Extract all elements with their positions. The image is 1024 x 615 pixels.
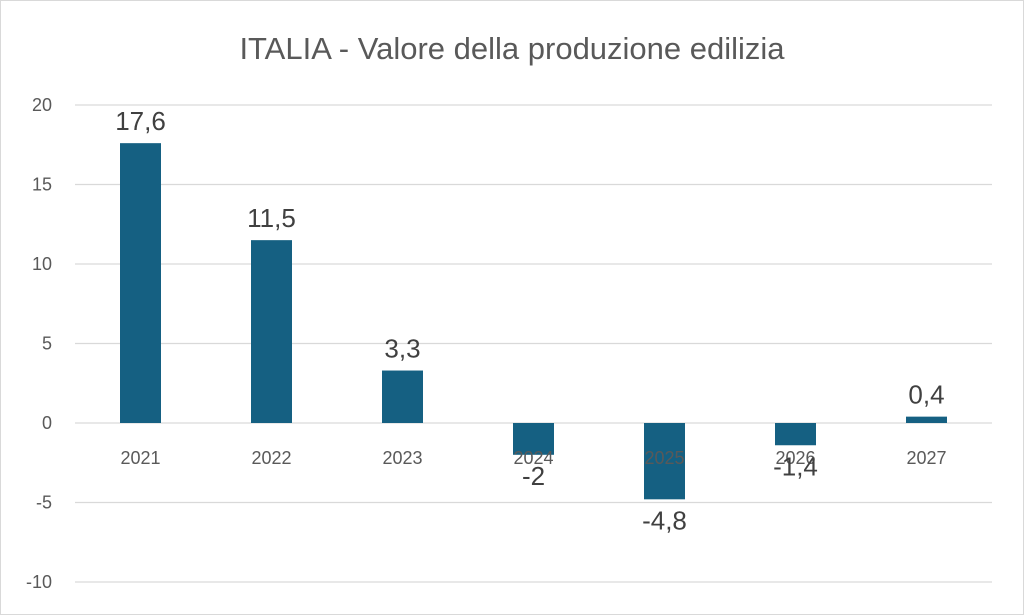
data-label: -1,4 — [773, 451, 818, 481]
bars — [120, 143, 947, 500]
y-tick-label: 20 — [32, 95, 52, 115]
x-tick-label: 2026 — [775, 448, 815, 468]
y-tick-label: 5 — [42, 334, 52, 354]
data-label: 17,6 — [115, 106, 166, 136]
bar-2025 — [644, 423, 685, 500]
y-tick-label: 0 — [42, 413, 52, 433]
x-tick-label: 2023 — [382, 448, 422, 468]
data-label: -2 — [522, 461, 545, 491]
y-tick-label: 10 — [32, 254, 52, 274]
x-tick-label: 2025 — [644, 448, 684, 468]
data-labels: 17,6 11,5 3,3 -2 -4,8 -1,4 0,4 — [115, 106, 944, 535]
chart-title: ITALIA - Valore della produzione edilizi… — [239, 31, 785, 66]
bar-2022 — [251, 240, 292, 423]
data-label: 3,3 — [384, 334, 420, 364]
y-tick-label: 15 — [32, 175, 52, 195]
x-axis-ticks: 2021 2022 2023 2024 2025 2026 2027 — [120, 448, 946, 468]
x-tick-label: 2024 — [513, 448, 553, 468]
data-label: 0,4 — [908, 380, 944, 410]
x-tick-label: 2022 — [251, 448, 291, 468]
data-label: -4,8 — [642, 505, 687, 535]
bar-2024 — [513, 423, 554, 455]
data-label: 11,5 — [247, 203, 296, 233]
bar-2026 — [775, 423, 816, 446]
y-tick-label: -10 — [26, 572, 52, 592]
bar-2027 — [906, 416, 947, 423]
bar-2021 — [120, 143, 161, 423]
x-tick-label: 2027 — [906, 448, 946, 468]
bar-2023 — [382, 370, 423, 423]
x-tick-label: 2021 — [120, 448, 160, 468]
gridlines — [75, 104, 992, 583]
y-tick-label: -5 — [36, 493, 52, 513]
y-axis-ticks: -10 -5 0 5 10 15 20 — [26, 95, 52, 592]
